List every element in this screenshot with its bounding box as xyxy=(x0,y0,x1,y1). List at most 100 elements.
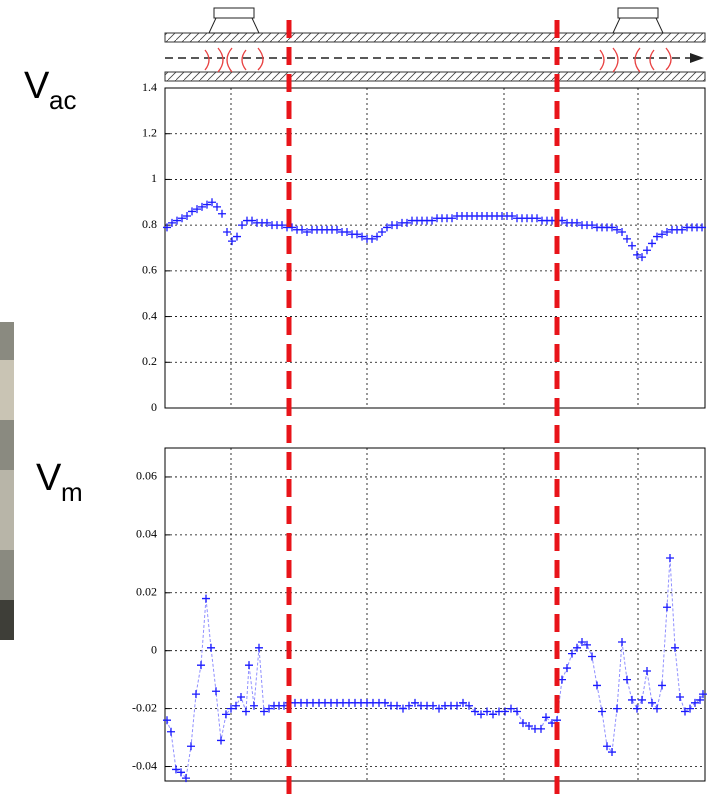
marker xyxy=(381,698,389,707)
marker xyxy=(633,704,641,713)
marker xyxy=(260,707,268,716)
marker xyxy=(265,704,273,713)
marker xyxy=(588,652,596,661)
marker xyxy=(618,638,626,647)
marker xyxy=(598,707,606,716)
marker xyxy=(465,701,473,710)
marker xyxy=(237,693,245,702)
marker xyxy=(188,207,196,216)
marker xyxy=(583,640,591,649)
marker xyxy=(666,554,674,563)
marker xyxy=(489,710,497,719)
marker xyxy=(686,704,694,713)
y-tick-label: 0 xyxy=(151,400,157,414)
marker xyxy=(167,727,175,736)
marker xyxy=(628,241,636,250)
marker xyxy=(537,724,545,733)
series-line xyxy=(166,557,704,780)
marker xyxy=(238,221,246,230)
marker xyxy=(638,695,646,704)
y-tick-label: -0.02 xyxy=(132,700,157,714)
marker xyxy=(403,218,411,227)
marker xyxy=(172,765,180,774)
marker xyxy=(671,643,679,652)
marker xyxy=(177,768,185,777)
marker xyxy=(232,701,240,710)
marker xyxy=(501,707,509,716)
marker xyxy=(618,228,626,236)
marker xyxy=(648,239,656,248)
marker xyxy=(207,643,215,652)
marker xyxy=(198,202,206,211)
marker xyxy=(368,234,376,243)
marker xyxy=(698,223,706,232)
marker xyxy=(242,707,250,716)
marker xyxy=(383,223,391,232)
marker xyxy=(218,209,226,218)
marker xyxy=(653,704,661,713)
marker xyxy=(676,693,684,702)
marker xyxy=(303,228,311,236)
marker xyxy=(163,223,171,232)
marker xyxy=(263,218,271,227)
marker xyxy=(623,675,631,684)
marker xyxy=(250,701,258,710)
y-tick-label: 0.06 xyxy=(136,469,157,483)
marker xyxy=(255,643,263,652)
marker xyxy=(638,253,646,262)
marker xyxy=(358,232,366,241)
plot-frame xyxy=(164,447,706,782)
marker xyxy=(623,234,631,243)
marker xyxy=(411,698,419,707)
y-tick-label: 0.4 xyxy=(142,308,157,322)
marker xyxy=(471,707,479,716)
y-tick-label: 0.04 xyxy=(136,527,157,541)
y-axis-label-subscript: m xyxy=(61,477,83,507)
marker xyxy=(613,225,621,234)
y-tick-label: 1.2 xyxy=(142,125,157,139)
marker xyxy=(691,698,699,707)
marker xyxy=(212,687,220,696)
marker xyxy=(519,719,527,728)
marker xyxy=(459,698,467,707)
marker xyxy=(593,681,601,690)
y-tick-label: 1.4 xyxy=(142,80,157,94)
marker xyxy=(681,707,689,716)
marker xyxy=(658,681,666,690)
marker xyxy=(248,216,256,225)
marker xyxy=(643,666,651,675)
marker xyxy=(393,221,401,230)
marker xyxy=(633,250,641,259)
marker xyxy=(563,664,571,673)
marker xyxy=(603,742,611,751)
marker xyxy=(435,704,443,713)
y-axis-label: V xyxy=(36,457,62,499)
marker xyxy=(678,225,686,234)
y-tick-label: 0.02 xyxy=(136,585,157,599)
marker xyxy=(163,716,171,725)
marker xyxy=(298,225,306,234)
marker xyxy=(588,221,596,230)
marker xyxy=(213,202,221,211)
marker xyxy=(608,223,616,232)
marker xyxy=(483,707,491,716)
marker xyxy=(405,701,413,710)
marker xyxy=(513,707,521,716)
marker xyxy=(233,232,241,241)
marker xyxy=(192,690,200,699)
photo-fragment xyxy=(0,322,14,640)
y-axis-label-subscript: ac xyxy=(49,85,76,115)
marker xyxy=(428,216,436,225)
marker xyxy=(477,710,485,719)
pipe-diagram xyxy=(164,7,706,82)
marker xyxy=(223,228,231,236)
marker xyxy=(227,704,235,713)
marker xyxy=(178,214,186,223)
marker xyxy=(183,212,191,220)
marker xyxy=(222,710,230,719)
marker xyxy=(393,701,401,710)
marker xyxy=(643,246,651,255)
marker xyxy=(168,218,176,227)
marker xyxy=(228,237,236,246)
marker xyxy=(208,198,216,207)
